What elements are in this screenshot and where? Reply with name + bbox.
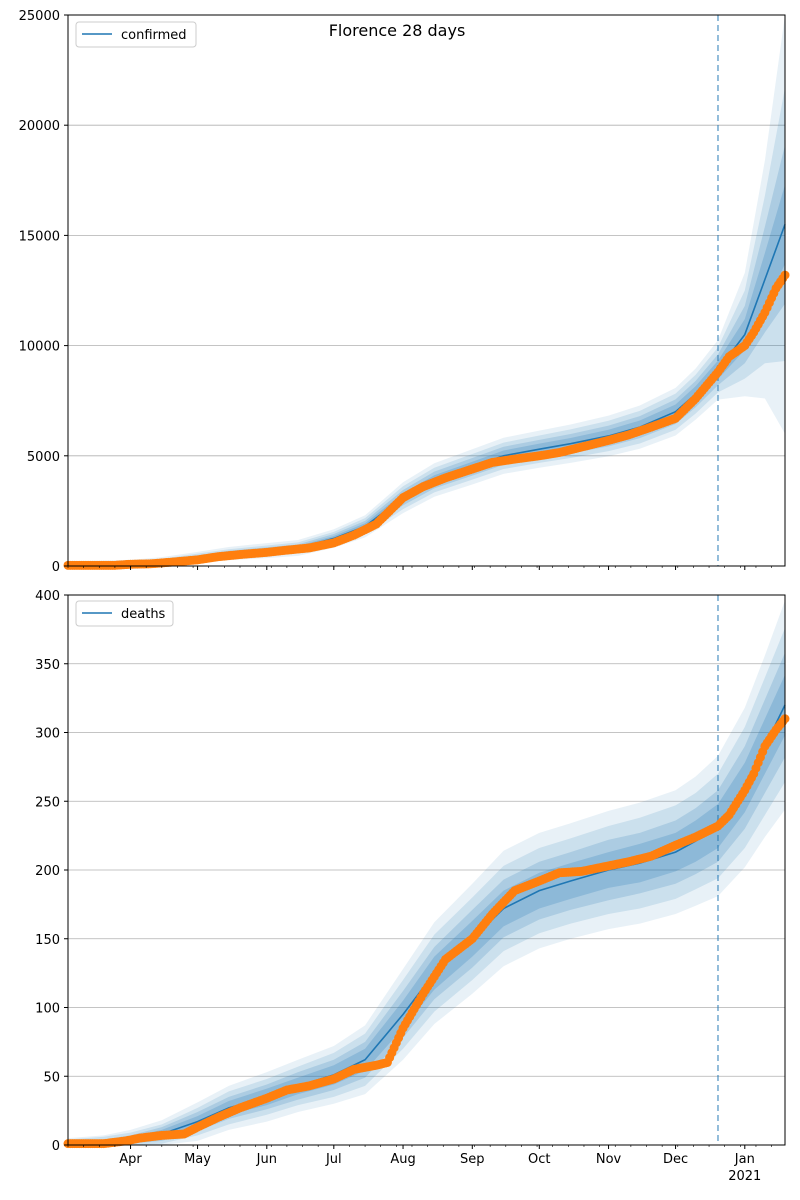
y-tick-label: 0: [52, 560, 60, 575]
confirmed-panel: 0 5000 10000 15000 20000 25000 Florence 28 da…: [19, 9, 790, 575]
y-tick-label: 350: [35, 658, 60, 673]
y-tick-label: 250: [35, 795, 60, 810]
x-tick-label: Nov: [596, 1152, 622, 1167]
legend-box: [75, 600, 174, 627]
x-tick-label: Apr: [119, 1152, 142, 1167]
y-tick-label: 5000: [27, 450, 60, 465]
x-tick-label: Aug: [390, 1152, 415, 1167]
x-tick-label: May: [184, 1152, 211, 1167]
y-tick-label: 200: [35, 864, 60, 879]
x-tick-label: Dec: [663, 1152, 688, 1167]
y-tick-label: 100: [35, 1002, 60, 1017]
deaths-x-axis: Apr May Jun Jul Aug Sep Oct Nov Dec Jan 2021: [67, 1145, 772, 1184]
confirmed-observed-points: [63, 270, 790, 570]
deaths-legend: deaths: [75, 600, 174, 627]
y-tick-label: 150: [35, 933, 60, 948]
x-tick-label: Jul: [325, 1152, 342, 1167]
y-tick-label: 10000: [19, 340, 60, 355]
uncertainty-band: [68, 15, 785, 566]
legend-label: confirmed: [121, 28, 187, 43]
y-tick-label: 300: [35, 727, 60, 742]
uncertainty-band: [68, 600, 785, 1145]
deaths-grid: [68, 594, 785, 1146]
uncertainty-band: [68, 628, 785, 1145]
x-tick-sublabel: 2021: [728, 1169, 761, 1184]
deaths-uncertainty-bands: [68, 600, 785, 1145]
x-tick-label: Sep: [460, 1152, 485, 1167]
x-tick-label: Oct: [528, 1152, 550, 1167]
confirmed-plot-area: [68, 15, 785, 566]
chart-title: Florence 28 days: [329, 21, 466, 40]
confirmed-legend: confirmed: [75, 21, 197, 48]
y-tick-label: 400: [35, 589, 60, 604]
confirmed-y-axis: 0 5000 10000 15000 20000 25000: [19, 9, 68, 575]
confirmed-axes-frame: [67, 14, 786, 567]
y-tick-label: 0: [52, 1139, 60, 1154]
legend-label: deaths: [121, 607, 166, 622]
deaths-panel: 0 50 100 150 200 250 300 350 400 Apr May Jun Jul Aug…: [35, 589, 790, 1184]
x-tick-label: Jun: [256, 1152, 277, 1167]
x-tick-label: Jan: [734, 1152, 755, 1167]
confirmed-x-axis: [67, 566, 772, 570]
legend-box: [75, 21, 197, 48]
y-tick-label: 50: [43, 1070, 60, 1085]
uncertainty-band: [68, 87, 785, 567]
y-tick-label: 25000: [19, 9, 60, 24]
y-tick-label: 20000: [19, 119, 60, 134]
deaths-y-axis: 0 50 100 150 200 250 300 350 400: [35, 589, 68, 1154]
y-tick-label: 15000: [19, 229, 60, 244]
